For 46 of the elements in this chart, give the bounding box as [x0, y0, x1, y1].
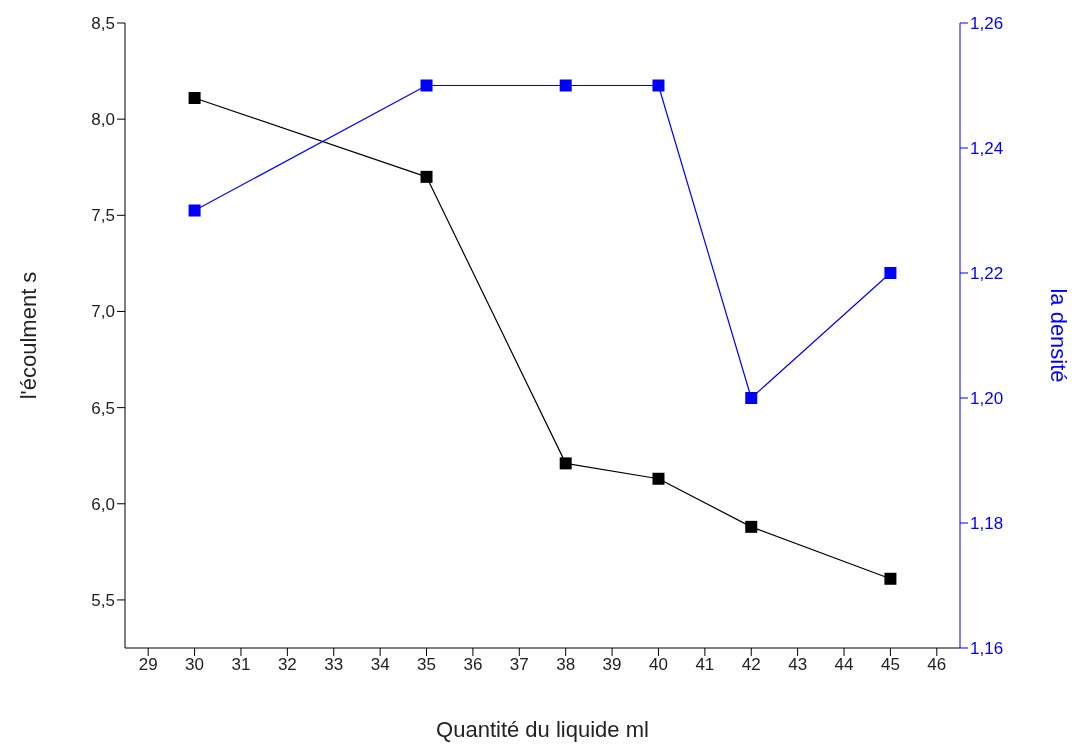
x-tick-label: 36	[463, 655, 483, 675]
x-axis-title: Quantité du liquide ml	[436, 717, 649, 742]
y2-tick-label: 1,24	[970, 139, 1004, 159]
x-tick-label: 41	[695, 655, 715, 675]
y-tick-label: 7,0	[91, 302, 115, 322]
y2-axis-title: la densité	[1046, 288, 1072, 383]
point	[559, 79, 572, 92]
x-tick-label: 43	[788, 655, 808, 675]
y-tick-label: 5,5	[91, 590, 115, 610]
y-tick-label: 8,0	[91, 110, 115, 130]
x-tick-label: 38	[556, 655, 576, 675]
point	[652, 472, 665, 485]
x-tick-label: 31	[231, 655, 251, 675]
point	[652, 79, 665, 92]
y2-tick-label: 1,20	[970, 389, 1004, 409]
point	[745, 392, 758, 404]
point	[559, 457, 572, 470]
x-tick-label: 44	[834, 655, 854, 675]
x-tick-label: 46	[927, 655, 947, 675]
y-tick-label: 6,5	[91, 398, 115, 418]
y2-tick-label: 1,26	[970, 14, 1004, 34]
x-tick-label: 29	[138, 655, 158, 675]
y2-tick-label: 1,22	[970, 264, 1004, 284]
point	[884, 267, 897, 279]
x-tick-label: 33	[324, 655, 344, 675]
y-axis-title: l'écoulment s	[15, 271, 41, 400]
x-tick-label: 34	[370, 655, 390, 675]
point	[420, 170, 433, 183]
x-tick-label: 45	[880, 655, 900, 675]
x-tick-label: 32	[277, 655, 297, 675]
x-tick-label: 40	[649, 655, 668, 675]
x-tick-label: 42	[741, 655, 761, 675]
x-tick-label: 35	[417, 655, 436, 675]
point	[745, 520, 758, 533]
y-tick-label: 7,5	[91, 206, 115, 226]
y-tick-label: 8,5	[91, 14, 115, 34]
x-tick-label: 30	[185, 655, 205, 675]
point	[188, 204, 201, 217]
y2-tick-label: 1,16	[970, 639, 1004, 659]
point	[188, 92, 201, 104]
y-tick-label: 6,0	[91, 494, 115, 514]
x-tick-label: 39	[602, 655, 622, 675]
point	[884, 572, 897, 585]
y2-tick-label: 1,18	[970, 514, 1004, 534]
point	[420, 79, 433, 92]
x-tick-label: 37	[509, 655, 529, 675]
